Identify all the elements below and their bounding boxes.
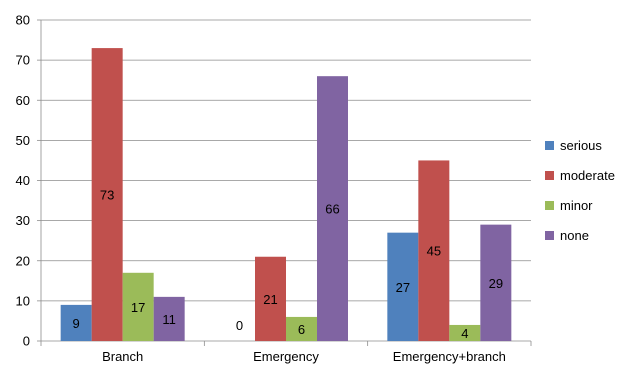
y-tick-label: 40 bbox=[16, 173, 30, 188]
bar-minor-1 bbox=[286, 316, 317, 341]
data-label-moderate-0: 73 bbox=[100, 188, 114, 203]
y-tick-label: 70 bbox=[16, 53, 30, 68]
y-tick-label: 30 bbox=[16, 213, 30, 228]
data-label-moderate-2: 45 bbox=[427, 244, 441, 259]
bar-minor-0 bbox=[122, 272, 154, 341]
data-label-none-1: 66 bbox=[325, 202, 339, 217]
x-tick-label: Branch bbox=[102, 349, 143, 364]
bar-serious-0 bbox=[60, 304, 92, 341]
y-tick-label: 20 bbox=[16, 253, 30, 268]
data-label-minor-1: 6 bbox=[298, 322, 305, 337]
bar-none-1 bbox=[317, 76, 348, 342]
y-tick-label: 50 bbox=[16, 133, 30, 148]
legend-label-serious: serious bbox=[560, 138, 602, 153]
data-label-moderate-1: 21 bbox=[263, 292, 277, 307]
bar-none-2 bbox=[480, 224, 512, 341]
data-label-serious-2: 27 bbox=[396, 280, 410, 295]
legend: serious moderate minor none bbox=[545, 138, 615, 243]
x-tick-label: Emergency bbox=[253, 349, 319, 364]
data-label-serious-1: 0 bbox=[236, 318, 243, 333]
x-axis: Branch Emergency Emergency+branch bbox=[40, 340, 532, 364]
legend-label-moderate: moderate bbox=[560, 168, 615, 183]
bar-series bbox=[60, 48, 512, 342]
bar-minor-2 bbox=[449, 324, 481, 341]
data-label-minor-0: 17 bbox=[131, 300, 145, 315]
bar-serious-2 bbox=[387, 232, 419, 341]
bar-moderate-0 bbox=[91, 48, 123, 342]
legend-label-minor: minor bbox=[560, 198, 593, 213]
bar-none-0 bbox=[153, 296, 185, 341]
bar-moderate-2 bbox=[418, 160, 450, 341]
legend-swatch-moderate bbox=[545, 171, 554, 180]
y-tick-label: 10 bbox=[16, 293, 30, 308]
data-label-none-0: 11 bbox=[162, 312, 176, 327]
y-axis: 0 10 20 30 40 50 60 70 80 bbox=[16, 13, 42, 349]
bar-moderate-1 bbox=[255, 256, 286, 341]
legend-swatch-none bbox=[545, 231, 554, 240]
legend-label-none: none bbox=[560, 228, 589, 243]
y-tick-label: 0 bbox=[23, 334, 30, 349]
data-label-minor-2: 4 bbox=[461, 326, 468, 341]
y-tick-label: 60 bbox=[16, 93, 30, 108]
data-label-serious-0: 9 bbox=[73, 316, 80, 331]
x-tick-label: Emergency+branch bbox=[393, 349, 506, 364]
y-tick-label: 80 bbox=[16, 13, 30, 28]
legend-swatch-minor bbox=[545, 201, 554, 210]
legend-swatch-serious bbox=[545, 141, 554, 150]
data-label-none-2: 29 bbox=[489, 276, 503, 291]
